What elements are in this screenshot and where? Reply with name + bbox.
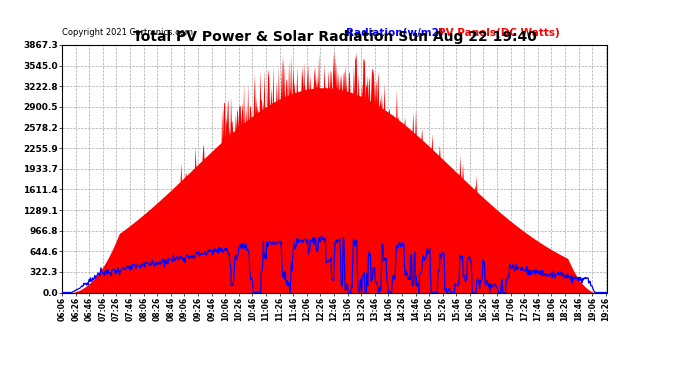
Text: Copyright 2021 Cartronics.com: Copyright 2021 Cartronics.com xyxy=(62,28,193,37)
Text: Radiation(w/m2): Radiation(w/m2) xyxy=(346,28,443,38)
Title: Total PV Power & Solar Radiation Sun Aug 22 19:40: Total PV Power & Solar Radiation Sun Aug… xyxy=(132,30,537,44)
Text: PV Panels(DC Watts): PV Panels(DC Watts) xyxy=(438,28,560,38)
